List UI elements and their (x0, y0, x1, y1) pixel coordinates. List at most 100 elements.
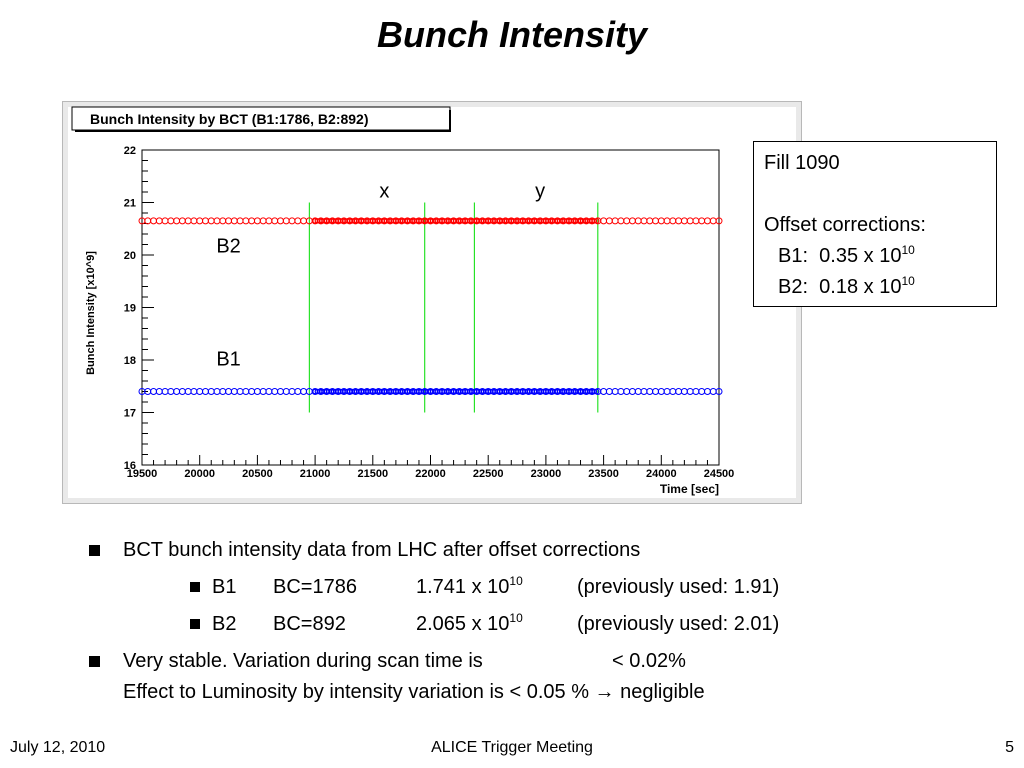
data-point (634, 217, 642, 225)
data-point (611, 217, 619, 225)
data-point (628, 388, 636, 395)
data-point (213, 217, 221, 225)
chart-annotations: x y B2 B1 (216, 180, 545, 370)
data-point (675, 217, 683, 225)
y-tick-label: 18 (124, 355, 136, 367)
data-point (161, 217, 169, 225)
y-tick-label: 20 (124, 250, 136, 262)
offset-b1-value: 0.35 x 10 (819, 245, 902, 267)
offset-b2-value: 0.18 x 10 (819, 276, 902, 298)
data-point (265, 388, 273, 395)
data-point (680, 388, 688, 395)
page-number: 5 (1005, 739, 1014, 756)
data-point (623, 388, 631, 395)
data-point (201, 388, 209, 395)
data-point (253, 217, 261, 225)
stability-value: < 0.02% (612, 650, 686, 672)
sub-b1-beam: B1 (212, 576, 237, 598)
data-point (709, 388, 717, 395)
data-point (591, 218, 598, 224)
data-point (259, 217, 267, 225)
data-point (617, 217, 625, 225)
data-point (196, 217, 204, 225)
data-point (173, 217, 181, 225)
data-point (628, 217, 636, 225)
data-point (600, 217, 608, 225)
y-axis-label: Bunch Intensity [x10^9] (85, 251, 97, 375)
data-point (652, 217, 660, 225)
data-point (600, 388, 608, 395)
data-point (646, 217, 654, 225)
sub-b2-prev: (previously used: 2.01) (577, 613, 780, 635)
data-point (276, 388, 284, 395)
data-point (184, 388, 192, 395)
offset-b2-exp: 10 (901, 274, 915, 288)
data-point (669, 388, 677, 395)
x-tick-label: 24500 (704, 468, 735, 480)
data-point (271, 388, 279, 395)
data-point (259, 388, 267, 395)
data-point (196, 388, 204, 395)
plot-area (141, 149, 720, 466)
data-point (219, 217, 227, 225)
x-tick-label: 19500 (127, 468, 158, 480)
x-tick-label: 20500 (242, 468, 273, 480)
offset-b2-label: B2: (778, 276, 809, 298)
sub-b2-beam: B2 (212, 613, 237, 635)
y-tick-label: 17 (124, 408, 136, 420)
data-point (698, 388, 706, 395)
data-point (282, 217, 290, 225)
data-point (686, 217, 694, 225)
data-point (288, 217, 296, 225)
data-point (265, 217, 273, 225)
x-tick-label: 22000 (415, 468, 446, 480)
data-point (640, 388, 648, 395)
data-point (248, 217, 256, 225)
data-point (300, 388, 308, 395)
data-point (282, 388, 290, 395)
data-point (623, 217, 631, 225)
data-point (173, 388, 181, 395)
data-point (178, 217, 186, 225)
y-axis: 16 17 18 19 20 21 22 (124, 145, 154, 472)
data-point (190, 217, 198, 225)
data-point (253, 388, 261, 395)
data-point (225, 217, 233, 225)
x-axis: 19500 20000 20500 21000 21500 22000 22500 23000… (127, 455, 735, 480)
data-point (692, 388, 700, 395)
data-point (230, 217, 238, 225)
x-tick-label: 20000 (184, 468, 215, 480)
data-point (167, 217, 175, 225)
sub-b2-bc: BC=892 (273, 613, 346, 635)
footer-date: July 12, 2010 (10, 739, 106, 756)
data-point (271, 217, 279, 225)
bullet-item-2-line2: Effect to Luminosity by intensity variat… (123, 681, 705, 704)
data-point (230, 388, 238, 395)
data-point (640, 217, 648, 225)
data-point (167, 388, 175, 395)
data-point (663, 217, 671, 225)
chart-annotation: B1 (216, 348, 240, 370)
data-point (657, 388, 665, 395)
data-point (593, 218, 600, 224)
data-point (593, 388, 600, 395)
data-point (242, 217, 250, 225)
data-point (155, 217, 163, 225)
fill-info-box: Fill 1090 Offset corrections: B1: 0.35 x… (753, 141, 997, 307)
data-point (144, 217, 152, 225)
data-point (242, 388, 250, 395)
data-point (207, 217, 215, 225)
data-point (150, 217, 158, 225)
square-bullet-icon (190, 619, 200, 629)
offset-b1-exp: 10 (901, 243, 915, 257)
data-point (300, 217, 308, 225)
y-tick-label: 21 (124, 198, 136, 210)
y-tick-label: 19 (124, 303, 136, 315)
data-point (605, 388, 613, 395)
plot-canvas (68, 107, 796, 498)
luminosity-effect-text: Effect to Luminosity by intensity variat… (123, 681, 589, 703)
y-tick-label: 22 (124, 145, 136, 157)
sub-b1-bc: BC=1786 (273, 576, 357, 598)
data-point (703, 217, 711, 225)
offset-b2: B2: 0.18 x 1010 (764, 272, 986, 303)
